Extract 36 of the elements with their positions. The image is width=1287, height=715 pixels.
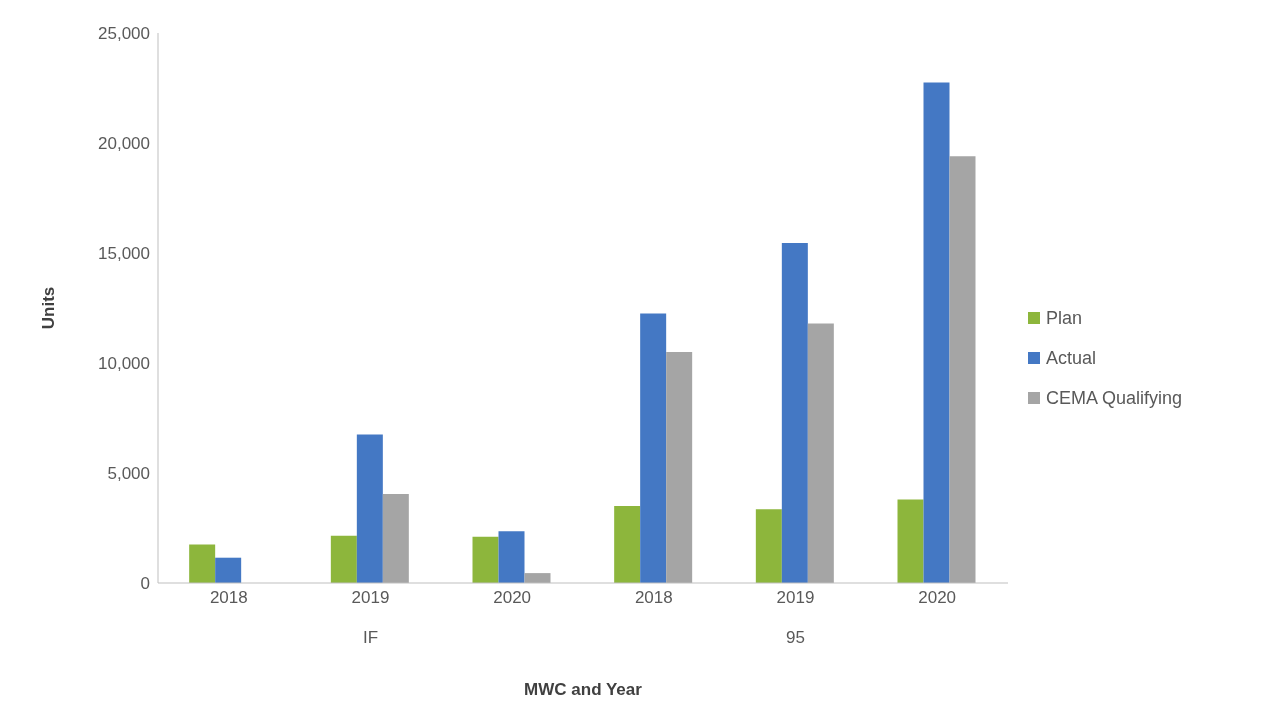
x-tick-label: 2020: [918, 588, 957, 608]
bar: [330, 535, 357, 583]
legend-label: Plan: [1046, 307, 1083, 329]
x-axis-title: MWC and Year: [524, 680, 643, 699]
bar: [949, 156, 976, 583]
bar: [472, 536, 499, 583]
y-tick-label: 10,000: [98, 354, 150, 374]
bar: [897, 499, 924, 583]
bar: [755, 509, 782, 583]
text: IF: [361, 628, 380, 648]
y-tick-label: 20,000: [98, 134, 150, 154]
bar: [666, 352, 693, 583]
x-tick-label: 2018: [634, 588, 673, 608]
bar: [382, 493, 409, 583]
bar: [498, 531, 525, 583]
text: 95: [785, 628, 806, 648]
bar: [356, 434, 383, 583]
x-tick-label: 2019: [351, 588, 390, 608]
bar: [215, 557, 242, 583]
y-tick-label: 0: [140, 574, 150, 594]
y-tick-label: 15,000: [98, 244, 150, 264]
bar: [807, 323, 834, 583]
legend-label: Actual: [1046, 347, 1097, 369]
bar: [640, 313, 667, 583]
legend-label: CEMA Qualifying: [1046, 387, 1183, 409]
y-tick-label: 25,000: [98, 24, 150, 44]
y-axis-title: Units: [39, 286, 59, 330]
y-tick-label: 5,000: [107, 464, 150, 484]
bar: [189, 544, 216, 583]
bar: [781, 243, 808, 583]
bar: [614, 506, 641, 583]
x-tick-label: 2020: [493, 588, 532, 608]
x-tick-label: 2018: [209, 588, 248, 608]
bar: [923, 82, 950, 583]
bar: [524, 573, 551, 583]
x-tick-label: 2019: [776, 588, 815, 608]
